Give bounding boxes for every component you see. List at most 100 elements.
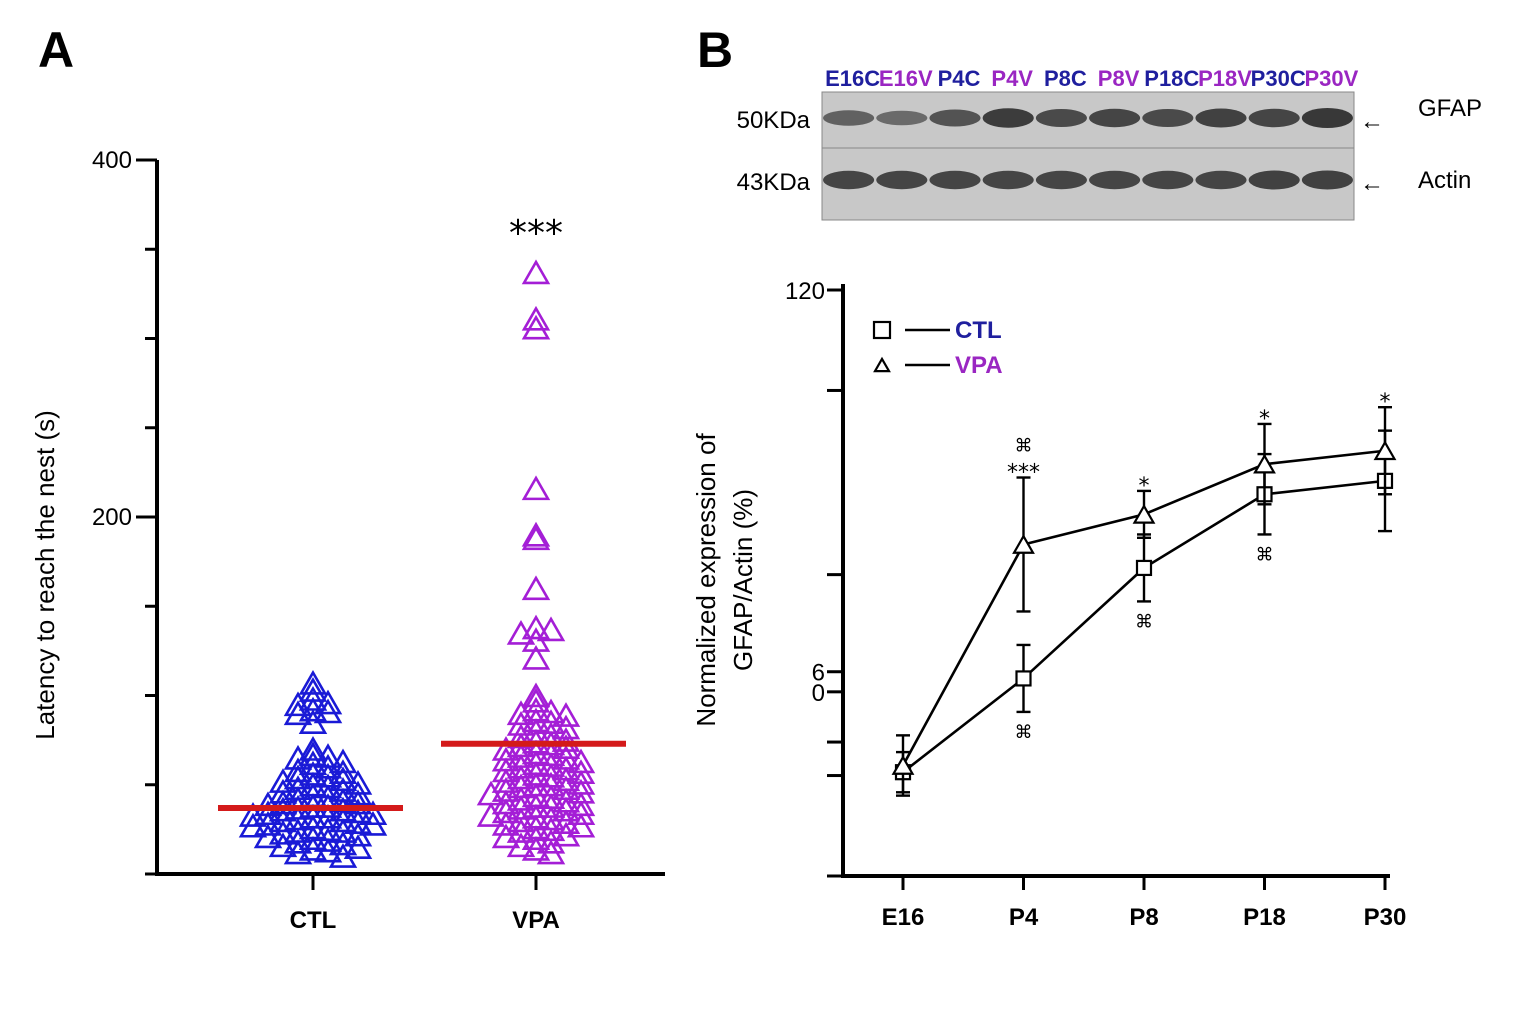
panel-a-vpa-point <box>521 825 551 851</box>
panel-b-significance-annotation: * <box>1380 390 1391 415</box>
panel-a: A Latency to reach the nest (s) 200 400 C… <box>30 22 665 934</box>
panel-a-vpa-point <box>476 802 506 827</box>
blot-band <box>929 109 981 127</box>
panel-a-data-points <box>238 259 596 868</box>
panel-a-x-tick-label: VPA <box>512 907 560 934</box>
blot-kda-label: 43KDa <box>737 169 811 196</box>
blot-protein-label: Actin <box>1418 167 1471 194</box>
panel-a-ctl-point <box>238 812 268 838</box>
panel-a-ctl-point <box>343 809 373 834</box>
panel-b-series <box>891 406 1397 797</box>
panel-a-vpa-point <box>551 821 581 847</box>
panel-a-ctl-point <box>358 800 388 826</box>
panel-a-ctl-point <box>313 698 343 724</box>
panel-a-x-tick-label: CTL <box>290 907 337 934</box>
panel-a-ctl-point <box>328 759 358 784</box>
panel-a-x-ticks: CTL VPA <box>290 876 560 934</box>
blot-lane-label: P30C <box>1251 66 1306 91</box>
panel-b-x-tick-label: P30 <box>1364 904 1407 931</box>
panel-a-ctl-point <box>298 736 328 761</box>
panel-a-ctl-point <box>283 757 313 783</box>
blot-lane-label: P4V <box>991 66 1033 91</box>
panel-a-vpa-point <box>521 835 551 861</box>
panel-a-ctl-point <box>268 778 298 804</box>
blot-band <box>1248 170 1300 190</box>
panel-a-vpa-point <box>521 305 551 331</box>
panel-a-ctl-point <box>343 834 373 859</box>
blot-band <box>929 170 981 190</box>
panel-a-ctl-point <box>313 827 343 852</box>
blot-band <box>1195 108 1247 128</box>
blot-band <box>1035 109 1087 127</box>
panel-a-ctl-point <box>358 810 388 836</box>
blot-rows: 50KDa ← GFAP 43KDa ← Actin <box>737 91 1482 221</box>
panel-b-series-vpa <box>891 406 1397 797</box>
panel-a-mean-lines <box>218 740 626 811</box>
panel-b-legend: CTL VPA <box>872 317 1003 379</box>
blot-band <box>823 110 875 126</box>
legend-square-marker <box>872 320 892 340</box>
panel-a-vpa-point <box>551 727 581 752</box>
panel-b-annotations: ⌘******⌘⌘⌘ <box>1007 390 1391 743</box>
blot-band <box>1142 170 1194 190</box>
panel-b-vpa-point <box>1132 503 1156 524</box>
blot-protein-label: GFAP <box>1418 95 1482 122</box>
blot-lane-label: E16C <box>825 66 880 91</box>
panel-a-letter: A <box>38 22 74 78</box>
panel-a-ctl-point <box>328 843 358 868</box>
legend-triangle-marker <box>873 356 891 373</box>
blot-band <box>876 170 928 190</box>
panel-b-x-tick-label: P4 <box>1009 904 1039 931</box>
panel-b-x-ticks: E16 P4 P8 P18 P30 <box>882 876 1407 931</box>
blot-row-gfap: 50KDa ← GFAP <box>737 91 1482 155</box>
blot-band <box>1089 108 1141 128</box>
panel-b-significance-annotation: *** <box>1007 461 1040 486</box>
panel-a-ctl-point <box>283 691 313 717</box>
blot-row-actin: 43KDa ← Actin <box>737 147 1471 221</box>
panel-b-significance-annotation: ⌘ <box>1015 722 1033 743</box>
panel-a-ctl-point <box>298 696 328 722</box>
panel-a-ctl-point <box>298 709 328 735</box>
blot-band <box>1142 109 1194 127</box>
panel-a-vpa-point <box>536 839 566 865</box>
panel-a-vpa-point <box>491 823 521 849</box>
panel-b-ctl-point <box>1135 559 1153 577</box>
blot-lane-label: P18V <box>1198 66 1252 91</box>
panel-a-ctl-point <box>253 823 283 849</box>
panel-b-y-tick-label: 0 <box>812 680 825 707</box>
panel-a-vpa-point <box>521 614 551 640</box>
panel-a-vpa-point <box>536 616 566 642</box>
panel-a-ctl-point <box>298 669 328 695</box>
panel-a-significance-marker: *** <box>509 213 563 254</box>
blot-band <box>1089 170 1141 190</box>
blot-lane-label: P4C <box>938 66 981 91</box>
blot-band <box>982 170 1034 190</box>
panel-a-vpa-point <box>506 818 536 843</box>
panel-b-y-tick-label: 120 <box>785 278 825 305</box>
panel-a-ctl-point <box>268 789 298 815</box>
panel-a-vpa-point <box>536 828 566 854</box>
panel-a-ctl-point <box>283 839 313 865</box>
panel-b-letter: B <box>697 22 733 78</box>
blot-band <box>1301 170 1353 190</box>
panel-a-vpa-point <box>521 525 551 551</box>
panel-b-significance-annotation: ⌘ <box>1015 436 1033 457</box>
panel-a-ctl-point <box>313 837 343 863</box>
panel-a-ctl-point <box>268 832 298 858</box>
panel-a-y-tick-label: 200 <box>92 504 132 531</box>
panel-b-x-tick-label: E16 <box>882 904 925 931</box>
blot-lane-label: P18C <box>1144 66 1199 91</box>
blot-lane-label: P8V <box>1098 66 1140 91</box>
panel-a-ctl-point <box>313 689 343 715</box>
panel-a-vpa-point <box>521 521 551 547</box>
blot-arrow-icon: ← <box>1360 170 1384 197</box>
blot-band <box>1035 170 1087 190</box>
panel-a-ctl-point <box>328 818 358 843</box>
panel-b-vpa-point <box>1373 440 1397 461</box>
panel-a-vpa-point <box>521 627 551 652</box>
blot-band <box>1195 170 1247 190</box>
